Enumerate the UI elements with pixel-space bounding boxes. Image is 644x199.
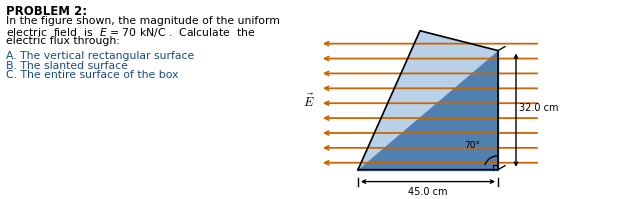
Text: electric flux through:: electric flux through: [6, 36, 120, 46]
Text: PROBLEM 2:: PROBLEM 2: [6, 5, 87, 18]
Polygon shape [358, 31, 498, 170]
Text: B. The slanted surface: B. The slanted surface [6, 60, 128, 70]
Polygon shape [358, 51, 498, 170]
Text: A. The vertical rectangular surface: A. The vertical rectangular surface [6, 51, 194, 61]
Text: 45.0 cm: 45.0 cm [408, 186, 448, 197]
Text: In the figure shown, the magnitude of the uniform: In the figure shown, the magnitude of th… [6, 16, 280, 26]
Text: 32.0 cm: 32.0 cm [519, 103, 558, 113]
Text: 70°: 70° [464, 141, 480, 150]
Text: electric  field  is  $E$ = 70 kN/C .  Calculate  the: electric field is $E$ = 70 kN/C . Calcul… [6, 26, 256, 39]
Text: C. The entire surface of the box: C. The entire surface of the box [6, 70, 178, 80]
Text: $\vec{E}$: $\vec{E}$ [303, 93, 315, 110]
